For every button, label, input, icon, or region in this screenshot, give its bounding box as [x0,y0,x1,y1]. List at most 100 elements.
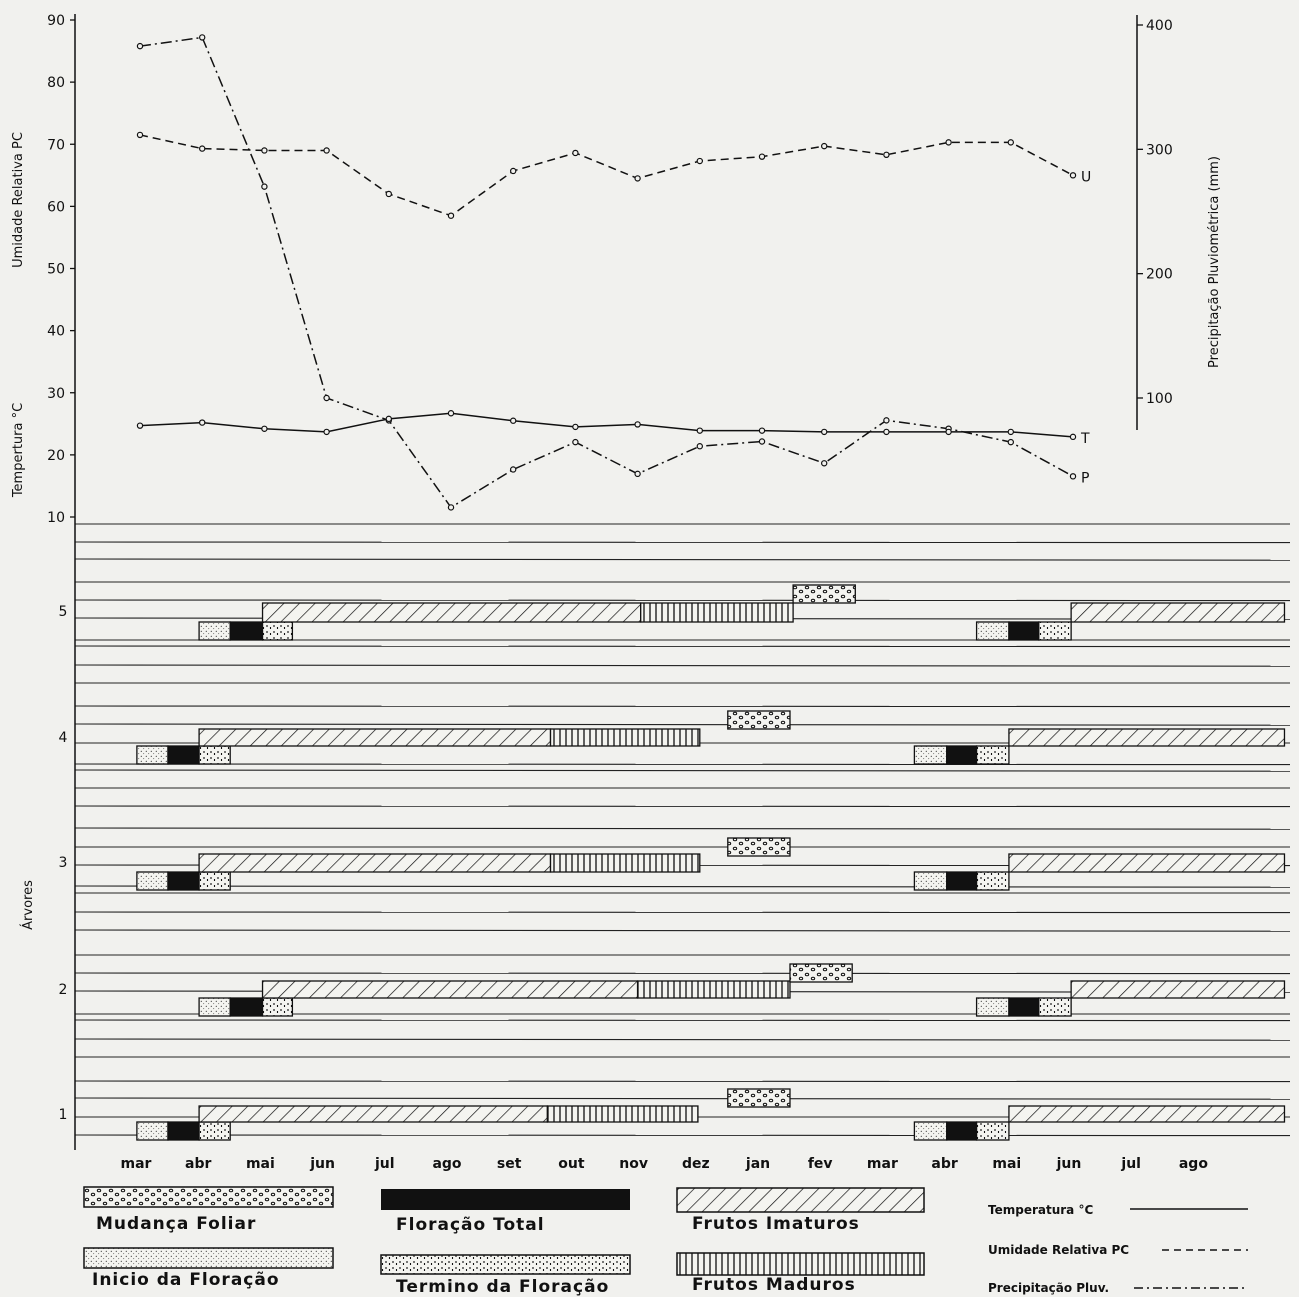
bar-termino [261,621,294,641]
legend-swatch-termino [380,1254,631,1275]
series-point-P [696,443,704,450]
gridline [74,599,1291,602]
left-tick-label: 20 [47,448,65,464]
bar-termino [198,745,231,765]
series-point-U [883,151,890,159]
series-point-P [572,438,579,446]
month-label: dez [682,1156,710,1172]
bar-total [946,1121,978,1141]
series-point-U [572,149,579,157]
gridline [74,827,1291,830]
series-line-P [139,36,1074,509]
series-point-U [821,142,828,150]
bar-total [1008,997,1040,1017]
series-end-label-U: U [1081,169,1091,185]
legend-label-total: Floração Total [396,1215,545,1235]
series-point-U [510,167,517,175]
month-label: abr [185,1156,211,1172]
gridline [74,558,1291,561]
series-point-T [758,427,766,434]
series-point-T [198,419,206,426]
series-point-U [198,145,206,152]
series-point-T [883,428,890,436]
bar-imaturos [198,853,552,873]
gridline [74,885,1291,888]
series-point-P [634,470,641,478]
legend-label-termino: Termino da Floração [396,1277,609,1297]
series-point-U [696,157,704,165]
legend-label-imaturos: Frutos Imaturos [692,1214,860,1234]
month-label: jul [1120,1156,1141,1172]
series-point-P [510,466,517,473]
series-point-T [385,415,392,423]
series-point-P [1007,438,1015,446]
series-point-P [1069,473,1077,480]
series-point-T [696,427,704,434]
month-label: mai [992,1156,1021,1172]
bar-imaturos [1070,980,1286,999]
series-line-T [139,412,1074,438]
series-point-U [758,153,766,160]
series-point-T [634,421,641,428]
temperature-axis-label: Tempertura °C [11,403,26,498]
series-end-label-T: T [1080,431,1090,447]
gridline [74,763,1291,766]
bar-inicio [975,997,1010,1017]
tree-label: 3 [59,855,68,871]
legend-swatch-mudanca [83,1186,334,1208]
bar-termino [975,871,1010,891]
bar-imaturos [1008,728,1286,747]
gridline [74,1019,1291,1022]
series-point-P [198,34,206,41]
bar-imaturos [261,602,642,623]
series-point-U [385,190,392,198]
gridline [74,805,1291,808]
bar-termino [198,1121,231,1141]
bar-total [167,871,200,891]
right-tick-label: 300 [1146,142,1173,158]
gridline [74,911,1291,914]
bar-mudanca [727,1088,791,1108]
series-point-U [136,131,144,139]
gridline [74,723,1291,726]
bar-mudanca [792,584,856,604]
bar-termino [198,871,231,891]
bar-inicio [136,745,169,765]
month-label: jul [374,1156,395,1172]
month-label: jun [1056,1156,1082,1172]
series-point-T [261,425,268,432]
bar-inicio [913,745,948,765]
right-tick-label: 400 [1146,18,1173,34]
month-label: ago [432,1156,461,1172]
bar-inicio [198,997,231,1017]
series-point-P [261,183,268,190]
bar-termino [975,745,1010,765]
legend-label-precipitacao: Precipitação Pluv. [988,1281,1109,1295]
month-label: ago [1179,1156,1208,1172]
gridline [74,1097,1291,1100]
series-point-P [821,460,828,467]
bar-total [229,997,264,1017]
bar-imaturos [1070,602,1286,623]
gridline [74,1134,1291,1137]
legend-label-inicio: Inicio da Floração [92,1270,280,1290]
precipitation-axis-label: Precipitação Pluviométrica (mm) [1207,156,1222,368]
series-point-U [261,147,268,154]
bar-imaturos [1008,1105,1286,1123]
series-point-U [323,147,330,154]
right-axis-ticks: 100 200 300 400 [1137,18,1173,407]
gridline [74,1080,1291,1083]
tree-label: 5 [59,604,68,620]
bar-maduros [636,980,791,999]
month-label: set [497,1156,522,1172]
series-point-T [136,422,144,429]
bar-total [167,1121,200,1141]
legend: Mudança Foliar Inicio da Floração Floraç… [83,1186,1248,1297]
legend-label-mudanca: Mudança Foliar [96,1214,256,1234]
bar-inicio [136,1121,169,1141]
bar-mudanca [727,837,791,857]
left-tick-label: 40 [47,324,65,340]
gridline [74,664,1291,667]
bar-mudanca [727,710,791,730]
